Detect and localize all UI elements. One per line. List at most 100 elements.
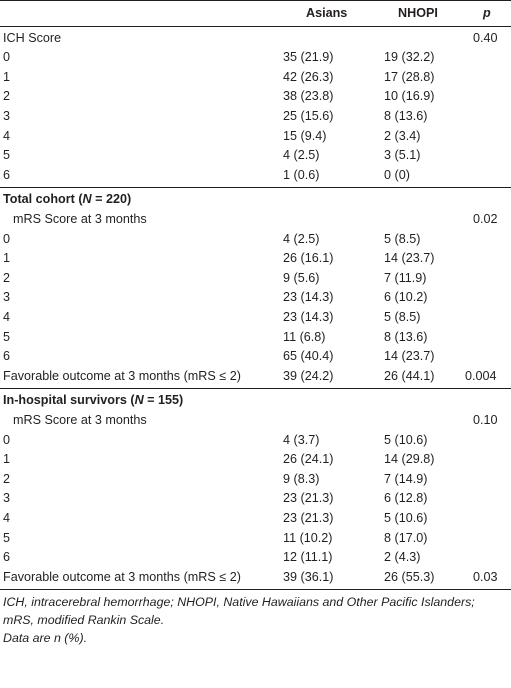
table-row: 3 23 (14.3) 6 (10.2): [0, 288, 511, 308]
row-label: 6: [3, 550, 11, 565]
favorable-label: Favorable outcome at 3 months (mRS ≤ 2): [3, 368, 241, 383]
row-label: 0: [3, 432, 11, 447]
row-label: 5: [3, 530, 11, 545]
row-label: 3: [3, 109, 11, 123]
row-label: 3: [3, 491, 11, 506]
bottom-rule: [0, 589, 511, 591]
nhopi-cell: 8 (13.6): [384, 109, 428, 123]
nhopi-cell: 5 (8.5): [384, 310, 421, 324]
table-row: 5 4 (2.5) 3 (5.1): [0, 146, 511, 166]
survivors-mrs-title: mRS Score at 3 months: [13, 413, 147, 427]
asians-cell: 38 (23.8): [283, 89, 334, 104]
row-label: 0: [3, 231, 11, 246]
footnote-line-2: mRS, modified Rankin Scale.: [3, 613, 165, 628]
survivors-mrs-p: 0.10: [473, 413, 498, 427]
table-row: 0 35 (21.9) 19 (32.2): [0, 48, 511, 68]
table-row: 2 9 (8.3) 7 (14.9): [0, 470, 511, 490]
table-row: 3 25 (15.6) 8 (13.6): [0, 107, 511, 127]
asians-cell: 9 (5.6): [283, 270, 320, 285]
row-label: 3: [3, 290, 11, 305]
favorable-p: 0.004: [465, 368, 497, 383]
total-mrs-title-row: mRS Score at 3 months 0.02: [0, 210, 511, 230]
row-label: 0: [3, 50, 11, 65]
asians-cell: 25 (15.6): [283, 109, 334, 123]
survivors-favorable-row: Favorable outcome at 3 months (mRS ≤ 2) …: [0, 568, 511, 588]
table-row: 3 23 (21.3) 6 (12.8): [0, 489, 511, 509]
table-row: 4 23 (21.3) 5 (10.6): [0, 509, 511, 529]
asians-cell: 35 (21.9): [283, 50, 334, 65]
nhopi-cell: 7 (14.9): [384, 471, 428, 486]
ich-title: ICH Score: [3, 30, 62, 45]
table-footnote: ICH, intracerebral hemorrhage; NHOPI, Na…: [3, 593, 508, 647]
nhopi-cell: 5 (10.6): [384, 432, 428, 447]
table-header: Asians NHOPI p: [0, 4, 511, 24]
row-label: 4: [3, 310, 11, 324]
row-label: 2: [3, 89, 11, 104]
asians-cell: 26 (16.1): [283, 251, 334, 266]
row-label: 2: [3, 471, 11, 486]
nhopi-cell: 0 (0): [384, 167, 410, 182]
nhopi-cell: 14 (23.7): [384, 349, 435, 364]
table-row: 1 42 (26.3) 17 (28.8): [0, 68, 511, 88]
nhopi-cell: 14 (29.8): [384, 452, 435, 467]
table-row: 6 12 (11.1) 2 (4.3): [0, 548, 511, 568]
header-asians: Asians: [306, 6, 348, 20]
survivors-mrs-title-row: mRS Score at 3 months 0.10: [0, 411, 511, 431]
total-favorable-row: Favorable outcome at 3 months (mRS ≤ 2) …: [0, 367, 511, 387]
top-rule: [0, 0, 511, 1]
survivors-heading-row: In-hospital survivors (N = 155): [0, 391, 511, 411]
table-row: 0 4 (2.5) 5 (8.5): [0, 230, 511, 250]
nhopi-cell: 2 (3.4): [384, 128, 421, 143]
table-row: 2 38 (23.8) 10 (16.9): [0, 87, 511, 107]
table-row: 5 11 (6.8) 8 (13.6): [0, 328, 511, 348]
nhopi-cell: 5 (8.5): [384, 231, 421, 246]
ich-title-row: ICH Score 0.40: [0, 29, 511, 49]
asians-cell: 11 (10.2): [283, 530, 333, 545]
favorable-nhopi: 26 (44.1): [384, 368, 435, 383]
section-rule: [0, 187, 511, 189]
nhopi-cell: 17 (28.8): [384, 69, 435, 84]
asians-cell: 23 (21.3): [283, 491, 334, 506]
row-label: 1: [3, 69, 11, 84]
table-row: 5 11 (10.2) 8 (17.0): [0, 529, 511, 549]
nhopi-cell: 8 (17.0): [384, 530, 428, 545]
table-row: 6 1 (0.6) 0 (0): [0, 166, 511, 186]
survivors-heading: In-hospital survivors (N = 155): [3, 393, 184, 408]
header-nhopi: NHOPI: [398, 6, 438, 20]
table-row: 1 26 (16.1) 14 (23.7): [0, 249, 511, 269]
ich-p: 0.40: [473, 30, 498, 45]
row-label: 6: [3, 167, 11, 182]
asians-cell: 11 (6.8): [283, 329, 326, 344]
table-row: 1 26 (24.1) 14 (29.8): [0, 450, 511, 470]
asians-cell: 26 (24.1): [283, 452, 334, 467]
nhopi-cell: 5 (10.6): [384, 511, 428, 525]
asians-cell: 23 (21.3): [283, 511, 334, 525]
nhopi-cell: 10 (16.9): [384, 89, 435, 104]
favorable-asians: 39 (36.1): [283, 569, 334, 584]
table-row: 4 15 (9.4) 2 (3.4): [0, 127, 511, 147]
favorable-label: Favorable outcome at 3 months (mRS ≤ 2): [3, 569, 241, 584]
nhopi-cell: 3 (5.1): [384, 148, 421, 163]
asians-cell: 65 (40.4): [283, 349, 334, 364]
total-cohort-heading: Total cohort (N = 220): [3, 192, 132, 207]
table-row: 4 23 (14.3) 5 (8.5): [0, 308, 511, 328]
asians-cell: 23 (14.3): [283, 310, 334, 324]
favorable-asians: 39 (24.2): [283, 368, 334, 383]
footnote-line-3: Data are n (%).: [3, 631, 88, 646]
row-label: 4: [3, 511, 11, 525]
asians-cell: 4 (2.5): [283, 231, 320, 246]
asians-cell: 15 (9.4): [283, 128, 327, 143]
asians-cell: 23 (14.3): [283, 290, 334, 305]
row-label: 1: [3, 251, 11, 266]
table-row: 6 65 (40.4) 14 (23.7): [0, 347, 511, 367]
row-label: 2: [3, 270, 11, 285]
asians-cell: 42 (26.3): [283, 69, 334, 84]
row-label: 4: [3, 128, 11, 143]
nhopi-cell: 2 (4.3): [384, 550, 421, 565]
nhopi-cell: 14 (23.7): [384, 251, 435, 266]
section-rule: [0, 388, 511, 390]
favorable-nhopi: 26 (55.3): [384, 569, 435, 584]
header-p: p: [483, 6, 491, 20]
nhopi-cell: 6 (10.2): [384, 290, 428, 305]
table-row: 2 9 (5.6) 7 (11.9): [0, 269, 511, 289]
